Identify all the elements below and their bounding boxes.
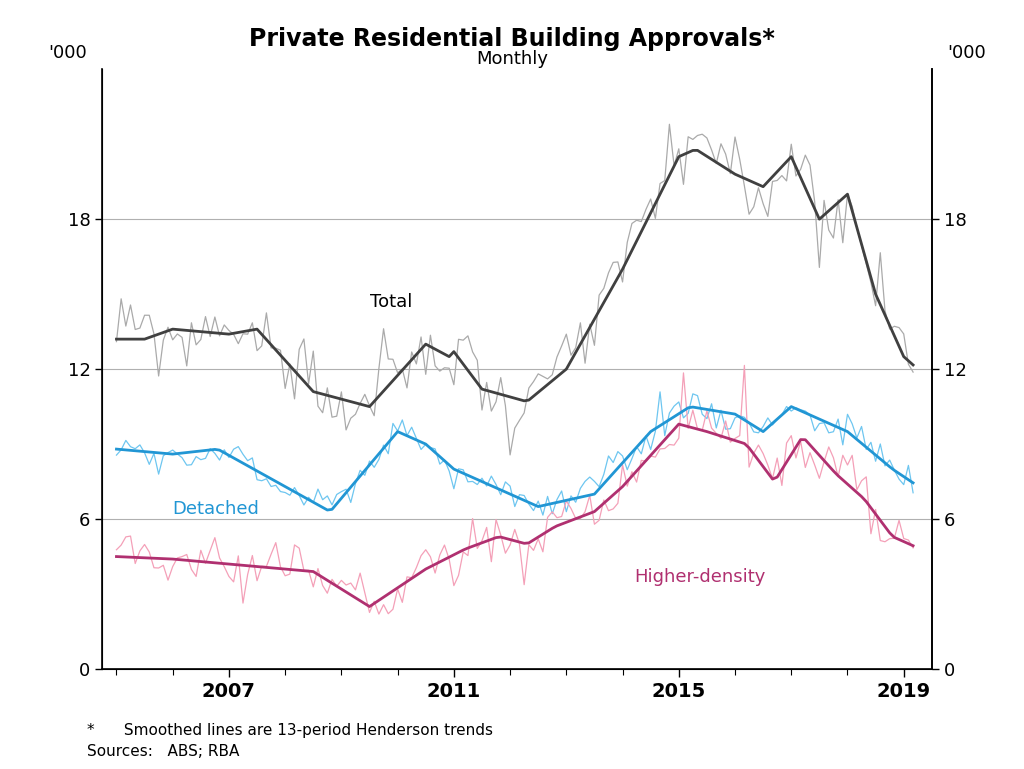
- Text: Higher-density: Higher-density: [634, 568, 765, 585]
- Text: Detached: Detached: [173, 500, 259, 518]
- Text: Sources:   ABS; RBA: Sources: ABS; RBA: [87, 744, 240, 759]
- Text: Total: Total: [370, 293, 412, 311]
- Text: '000: '000: [947, 44, 986, 62]
- Text: Monthly: Monthly: [476, 50, 548, 68]
- Text: *      Smoothed lines are 13-period Henderson trends: * Smoothed lines are 13-period Henderson…: [87, 723, 493, 738]
- Text: '000: '000: [48, 44, 87, 62]
- Text: Private Residential Building Approvals*: Private Residential Building Approvals*: [249, 27, 775, 51]
